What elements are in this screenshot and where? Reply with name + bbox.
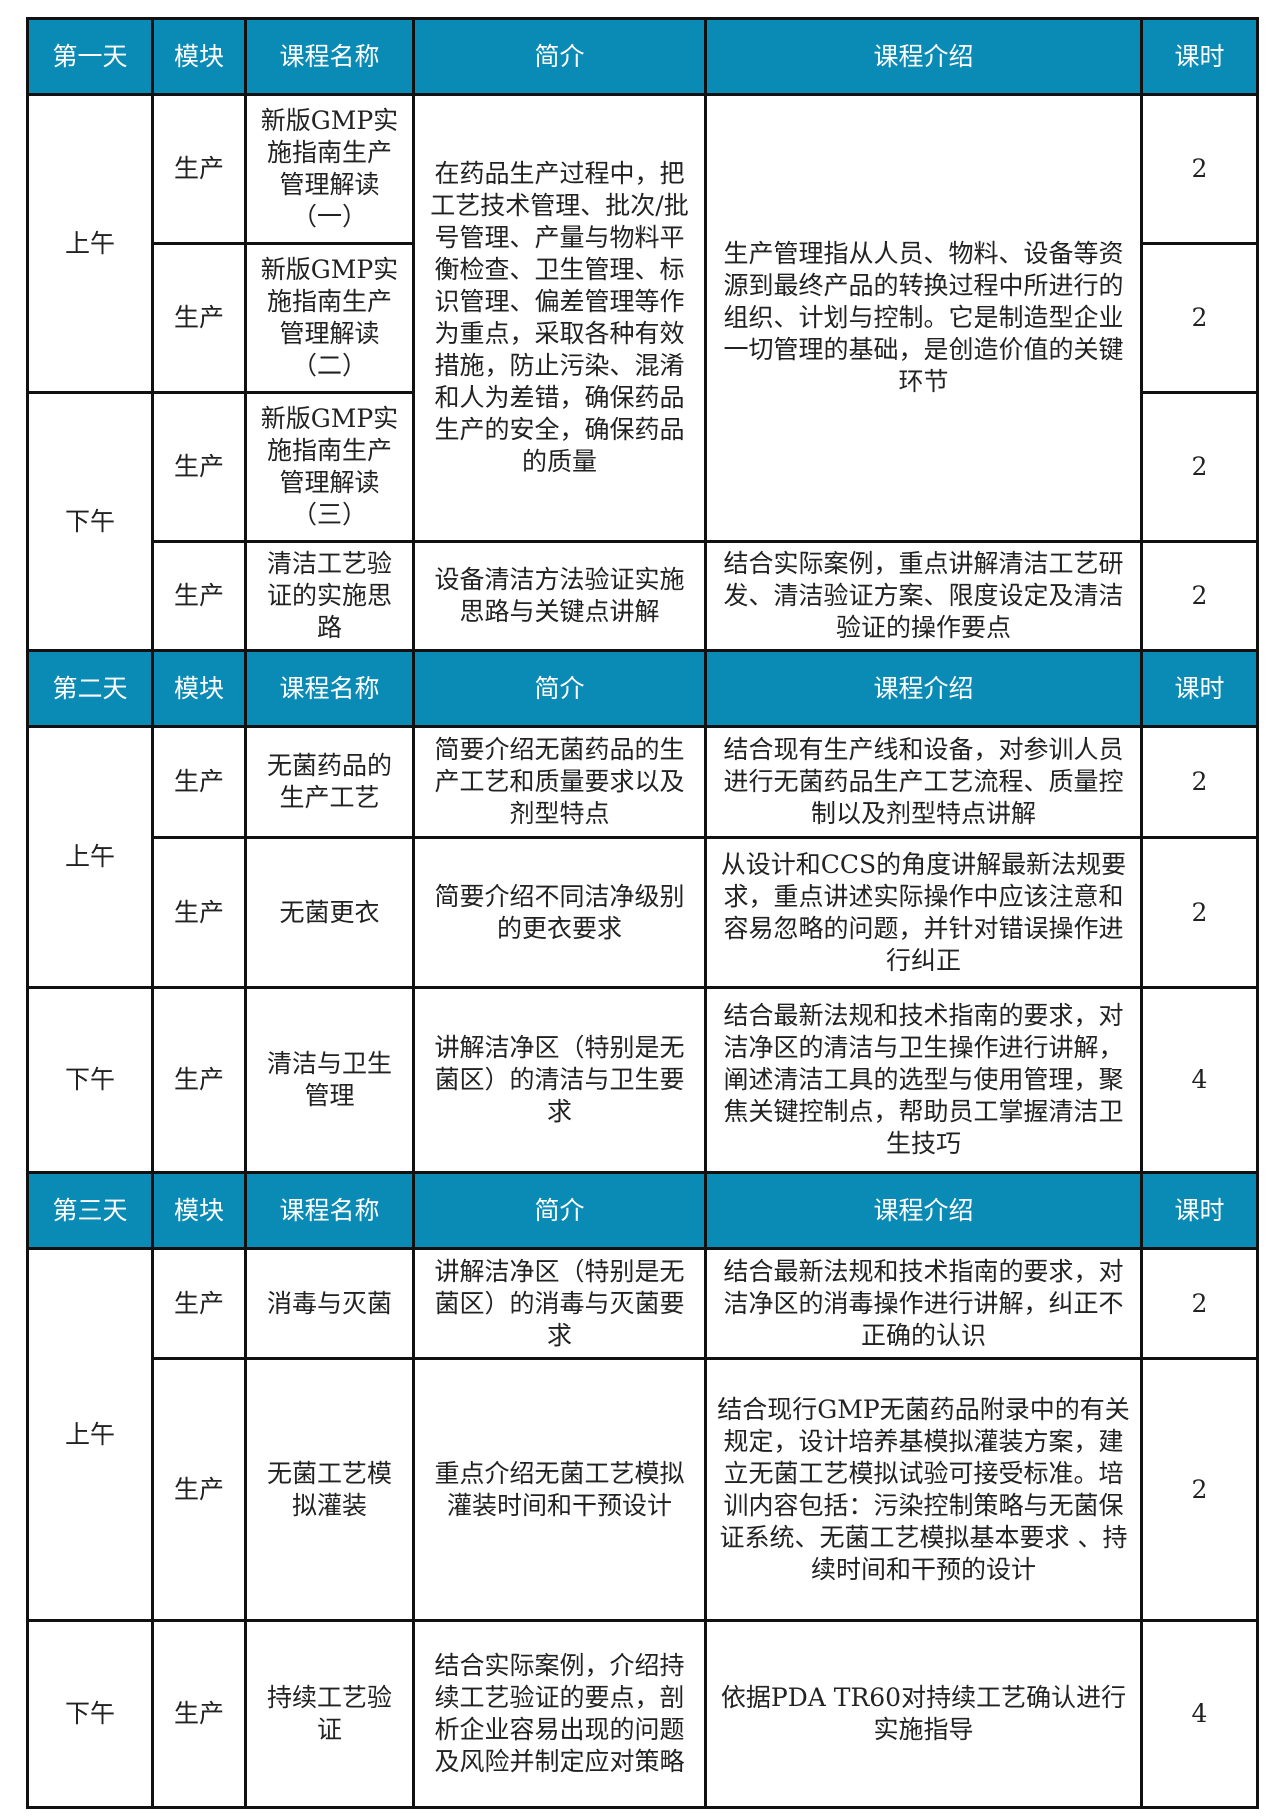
day-label: 第三天 bbox=[26, 1171, 154, 1250]
course-name-cell: 清洁工艺验证的实施思路 bbox=[244, 540, 415, 652]
course-name-cell: 新版GMP实施指南生产管理解读（一） bbox=[244, 93, 415, 245]
course-intro-cell: 依据PDA TR60对持续工艺确认进行实施指导 bbox=[704, 1619, 1143, 1809]
module-cell: 生产 bbox=[151, 540, 247, 652]
table-row: 下午 生产 清洁与卫生管理 讲解洁净区（特别是无菌区）的清洁与卫生要求 结合最新法规和技… bbox=[26, 986, 1259, 1174]
hours-cell: 4 bbox=[1140, 1619, 1259, 1809]
hours-cell: 2 bbox=[1140, 391, 1259, 543]
period-cell: 上午 bbox=[26, 1247, 154, 1622]
course-intro-cell: 结合现行GMP无菌药品附录中的有关规定，设计培养基模拟灌装方案，建立无菌工艺模拟… bbox=[704, 1357, 1143, 1622]
hours-cell: 2 bbox=[1140, 725, 1259, 839]
course-name-cell: 无菌药品的生产工艺 bbox=[244, 725, 415, 839]
course-name-cell: 清洁与卫生管理 bbox=[244, 986, 415, 1174]
summary-cell: 简要介绍无菌药品的生产工艺和质量要求以及剂型特点 bbox=[412, 725, 707, 839]
course-name-cell: 消毒与灭菌 bbox=[244, 1247, 415, 1360]
course-intro-cell: 结合最新法规和技术指南的要求，对洁净区的清洁与卫生操作进行讲解，阐述清洁工具的选… bbox=[704, 986, 1143, 1174]
course-intro-cell: 结合实际案例，重点讲解清洁工艺研发、清洁验证方案、限度设定及清洁验证的操作要点 bbox=[704, 540, 1143, 652]
course-name-cell: 无菌更衣 bbox=[244, 836, 415, 989]
column-header-course-name: 课程名称 bbox=[244, 649, 415, 728]
column-header-hours: 课时 bbox=[1140, 649, 1259, 728]
module-cell: 生产 bbox=[151, 93, 247, 245]
column-header-summary: 简介 bbox=[412, 17, 707, 96]
column-header-module: 模块 bbox=[151, 649, 247, 728]
column-header-course-intro: 课程介绍 bbox=[704, 649, 1143, 728]
column-header-summary: 简介 bbox=[412, 1171, 707, 1250]
table-row: 下午 生产 新版GMP实施指南生产管理解读（三） 2 bbox=[26, 391, 1259, 652]
hours-cell: 2 bbox=[1140, 242, 1259, 394]
course-name-cell: 持续工艺验证 bbox=[244, 1619, 415, 1809]
table-row: 上午 生产 无菌药品的生产工艺 简要介绍无菌药品的生产工艺和质量要求以及剂型特点 结合现… bbox=[26, 725, 1259, 989]
period-cell: 上午 bbox=[26, 93, 154, 394]
module-cell: 生产 bbox=[151, 725, 247, 839]
table-row: 生产 无菌工艺模拟灌装 重点介绍无菌工艺模拟灌装时间和干预设计 结合现行GMP无菌药品… bbox=[28, 1357, 1259, 1622]
hours-cell: 2 bbox=[1140, 540, 1259, 652]
day-header-row: 第三天 模块 课程名称 简介 课程介绍 课时 bbox=[26, 1171, 1259, 1250]
course-intro-cell: 结合最新法规和技术指南的要求，对洁净区的消毒操作进行讲解，纠正不正确的认识 bbox=[704, 1247, 1143, 1360]
day-label: 第二天 bbox=[26, 649, 154, 728]
table-row: 生产 清洁工艺验证的实施思路 设备清洁方法验证实施思路与关键点讲解 结合实际案例，重点… bbox=[28, 540, 1259, 652]
module-cell: 生产 bbox=[151, 1619, 247, 1809]
hours-cell: 2 bbox=[1140, 1357, 1259, 1622]
summary-cell: 重点介绍无菌工艺模拟灌装时间和干预设计 bbox=[412, 1357, 707, 1622]
course-intro-cell: 结合现有生产线和设备，对参训人员进行无菌药品生产工艺流程、质量控制以及剂型特点讲… bbox=[704, 725, 1143, 839]
column-header-module: 模块 bbox=[151, 1171, 247, 1250]
day-label: 第一天 bbox=[26, 17, 154, 96]
column-header-hours: 课时 bbox=[1140, 1171, 1259, 1250]
course-name-cell: 无菌工艺模拟灌装 bbox=[244, 1357, 415, 1622]
day-header-row: 第一天 模块 课程名称 简介 课程介绍 课时 bbox=[26, 17, 1259, 96]
course-intro-cell: 生产管理指从人员、物料、设备等资源到最终产品的转换过程中所进行的组织、计划与控制… bbox=[704, 93, 1143, 543]
column-header-course-name: 课程名称 bbox=[244, 1171, 415, 1250]
table-row: 下午 生产 持续工艺验证 结合实际案例，介绍持续工艺验证的要点，剖析企业容易出现的问题… bbox=[26, 1619, 1259, 1809]
module-cell: 生产 bbox=[151, 986, 247, 1174]
module-cell: 生产 bbox=[151, 242, 247, 394]
period-cell: 下午 bbox=[26, 391, 154, 652]
column-header-module: 模块 bbox=[151, 17, 247, 96]
column-header-hours: 课时 bbox=[1140, 17, 1259, 96]
module-cell: 生产 bbox=[151, 836, 247, 989]
module-cell: 生产 bbox=[151, 1357, 247, 1622]
table-row: 上午 生产 新版GMP实施指南生产管理解读（一） 在药品生产过程中，把工艺技术管理、批… bbox=[26, 93, 1259, 543]
summary-cell: 简要介绍不同洁净级别的更衣要求 bbox=[412, 836, 707, 989]
period-cell: 下午 bbox=[26, 1619, 154, 1809]
module-cell: 生产 bbox=[151, 391, 247, 543]
period-cell: 上午 bbox=[26, 725, 154, 989]
column-header-course-intro: 课程介绍 bbox=[704, 1171, 1143, 1250]
column-header-summary: 简介 bbox=[412, 649, 707, 728]
module-cell: 生产 bbox=[151, 1247, 247, 1360]
course-intro-cell: 从设计和CCS的角度讲解最新法规要求，重点讲述实际操作中应该注意和容易忽略的问题… bbox=[704, 836, 1143, 989]
table-row: 上午 生产 消毒与灭菌 讲解洁净区（特别是无菌区）的消毒与灭菌要求 结合最新法规和技术指… bbox=[26, 1247, 1259, 1622]
hours-cell: 2 bbox=[1140, 1247, 1259, 1360]
summary-cell: 设备清洁方法验证实施思路与关键点讲解 bbox=[412, 540, 707, 652]
hours-cell: 2 bbox=[1140, 836, 1259, 989]
summary-cell: 讲解洁净区（特别是无菌区）的消毒与灭菌要求 bbox=[412, 1247, 707, 1360]
summary-cell: 讲解洁净区（特别是无菌区）的清洁与卫生要求 bbox=[412, 986, 707, 1174]
hours-cell: 4 bbox=[1140, 986, 1259, 1174]
hours-cell: 2 bbox=[1140, 93, 1259, 245]
training-schedule-table: 第一天 模块 课程名称 简介 课程介绍 课时 上午 生产 新版GMP实施指南生产管理解读（一）在… bbox=[26, 17, 1259, 1809]
period-cell: 下午 bbox=[26, 986, 154, 1174]
course-name-cell: 新版GMP实施指南生产管理解读（二） bbox=[244, 242, 415, 394]
table-row: 生产 新版GMP实施指南生产管理解读（二） 2 bbox=[28, 242, 1259, 394]
column-header-course-intro: 课程介绍 bbox=[704, 17, 1143, 96]
table-row: 生产 无菌更衣 简要介绍不同洁净级别的更衣要求 从设计和CCS的角度讲解最新法规要求，… bbox=[28, 836, 1259, 989]
summary-cell: 在药品生产过程中，把工艺技术管理、批次/批号管理、产量与物料平衡检查、卫生管理、… bbox=[412, 93, 707, 543]
summary-cell: 结合实际案例，介绍持续工艺验证的要点，剖析企业容易出现的问题及风险并制定应对策略 bbox=[412, 1619, 707, 1809]
course-name-cell: 新版GMP实施指南生产管理解读（三） bbox=[244, 391, 415, 543]
column-header-course-name: 课程名称 bbox=[244, 17, 415, 96]
day-header-row: 第二天 模块 课程名称 简介 课程介绍 课时 bbox=[26, 649, 1259, 728]
